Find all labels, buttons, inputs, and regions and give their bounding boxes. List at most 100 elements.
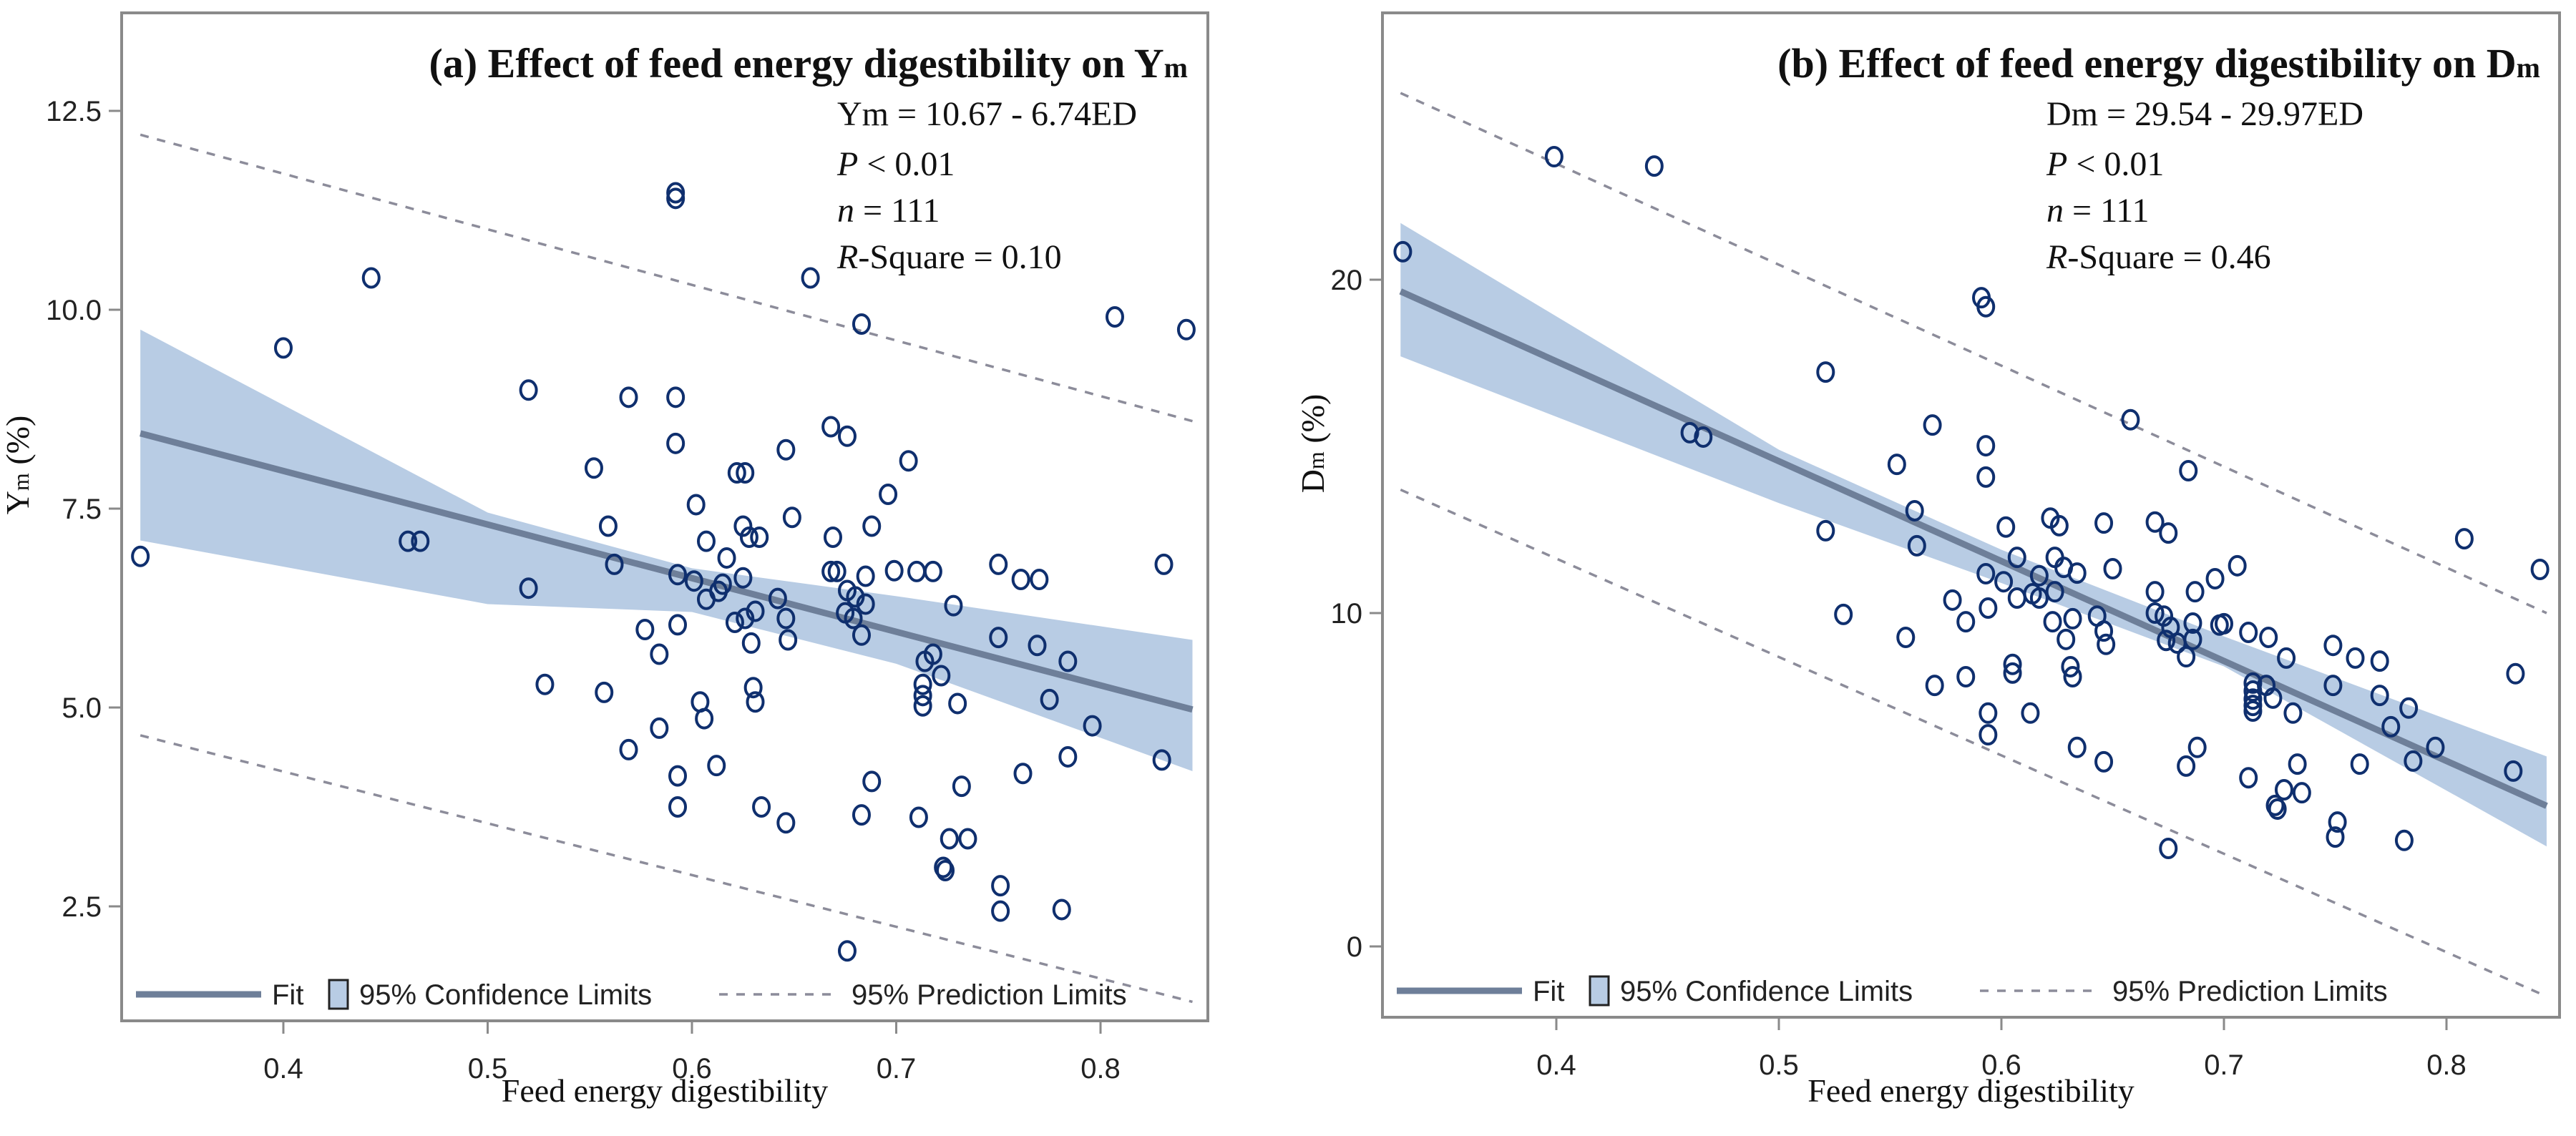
data-point (1976, 563, 1996, 585)
data-point (2370, 685, 2389, 707)
x-tick-label: 0.7 (877, 1053, 917, 1084)
data-point (736, 607, 755, 630)
legend-fit-label: Fit (272, 979, 303, 1011)
data-point (1979, 724, 1998, 746)
data-point (879, 483, 898, 505)
data-point (862, 515, 882, 537)
data-point (686, 494, 706, 516)
data-point (923, 560, 942, 582)
data-point (1956, 611, 1976, 633)
data-point (2243, 688, 2263, 710)
data-point (741, 632, 761, 654)
data-point (361, 267, 381, 289)
chart-title-main: (b) Effect of feed energy digestibility … (1777, 40, 2517, 87)
data-point (2259, 627, 2278, 649)
data-point (2292, 782, 2311, 804)
r-label: R (2046, 238, 2067, 276)
data-point (2274, 778, 2293, 800)
data-point (1996, 516, 2016, 538)
y-tick-label: 10 (1331, 598, 1363, 630)
chart-title-main: (a) Effect of feed energy digestibility … (429, 40, 1164, 87)
data-point (821, 560, 841, 582)
data-point (846, 586, 865, 608)
data-point (856, 565, 875, 587)
y-axis-title-main: Y (0, 491, 36, 514)
data-point (695, 707, 714, 730)
data-point (907, 560, 927, 582)
data-point (2205, 568, 2225, 590)
data-point (411, 530, 430, 552)
data-point (1013, 763, 1033, 785)
data-point (743, 677, 763, 699)
data-point (909, 806, 928, 828)
data-point (2177, 646, 2196, 668)
data-point (1816, 361, 1835, 383)
data-point (399, 530, 418, 552)
data-point (2159, 837, 2178, 859)
y-tick-label: 2.5 (62, 891, 102, 923)
legend-confidence-swatch (328, 979, 349, 1010)
data-point (823, 527, 842, 549)
data-point (958, 828, 977, 850)
r-square: R-Square = 0.46 (2046, 238, 2271, 276)
data-point (2454, 528, 2474, 550)
data-point (1976, 295, 1996, 318)
data-point (1028, 635, 1047, 657)
data-point (2145, 511, 2165, 533)
r-label: R (836, 238, 858, 276)
data-point (1816, 519, 1835, 542)
data-point (2057, 628, 2076, 650)
chart-title-sub: m (2517, 52, 2540, 84)
plot-frame (1381, 11, 2561, 1019)
data-point (696, 588, 716, 610)
data-point (2283, 702, 2303, 724)
data-point (862, 770, 882, 793)
data-point (2228, 554, 2247, 577)
data-point (666, 187, 686, 210)
data-point (668, 614, 688, 636)
data-point (584, 457, 603, 479)
data-point (2404, 750, 2423, 772)
data-point (989, 553, 1008, 575)
data-point (852, 804, 871, 826)
data-point (725, 612, 744, 634)
data-point (1834, 603, 1853, 625)
data-point (2328, 811, 2347, 833)
prediction-upper-line (1400, 92, 2547, 614)
data-point (598, 515, 618, 537)
n-label: n (837, 192, 854, 230)
data-point (2159, 522, 2178, 544)
data-point (2239, 622, 2258, 644)
data-point (2063, 607, 2082, 630)
data-point (837, 940, 857, 962)
legend-confidence-label: 95% Confidence Limits (1620, 976, 1913, 1007)
x-tick-label: 0.6 (672, 1053, 712, 1084)
data-point (2007, 547, 2026, 569)
plot-area (1393, 92, 2550, 998)
p-label: P (2046, 145, 2067, 183)
p-value: P < 0.01 (836, 145, 955, 183)
data-point (2243, 672, 2263, 694)
x-tick-label: 0.7 (2204, 1049, 2244, 1081)
data-point (746, 600, 765, 622)
data-point (752, 796, 771, 818)
y-axis-title-sub: m (8, 473, 34, 491)
sample-size: n = 111 (837, 192, 940, 230)
data-point (2183, 628, 2202, 650)
data-point (2185, 581, 2205, 603)
p-value-text: < 0.01 (858, 145, 955, 183)
data-point (2097, 633, 2116, 655)
prediction-lower-line (1400, 488, 2547, 998)
data-point (727, 461, 746, 484)
y-tick-label: 20 (1331, 265, 1363, 296)
data-point (668, 796, 688, 818)
data-point (736, 461, 755, 484)
data-point (2288, 753, 2307, 775)
data-point (2263, 687, 2283, 709)
data-point (668, 564, 688, 586)
x-axis-title: Feed energy digestibility (502, 1072, 829, 1109)
data-point (1979, 597, 1998, 620)
data-point (2094, 750, 2114, 773)
data-point (2177, 755, 2196, 777)
